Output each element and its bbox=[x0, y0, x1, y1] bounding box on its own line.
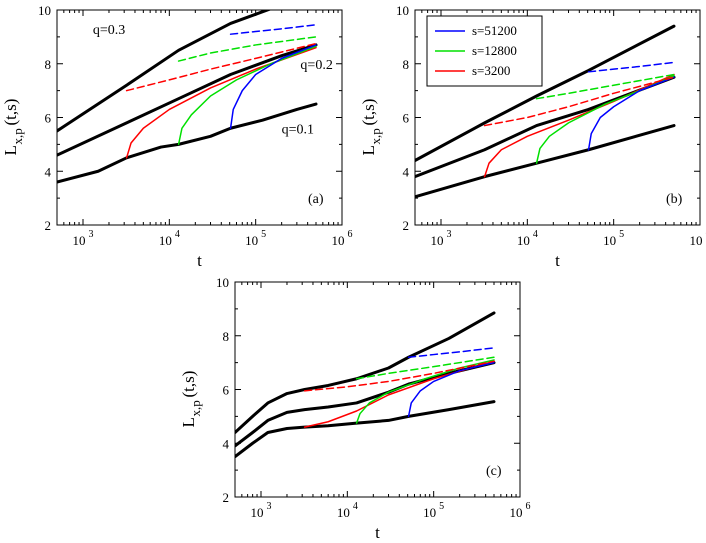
series-line bbox=[587, 61, 675, 73]
series-line bbox=[415, 24, 676, 162]
series-line bbox=[57, 43, 318, 157]
x-tick-label-exponent: 3 bbox=[266, 501, 271, 512]
x-tick-label-base: 10 bbox=[159, 233, 172, 248]
y-tick-label: 10 bbox=[396, 3, 409, 18]
series-group bbox=[415, 24, 676, 199]
x-axis-title: t bbox=[197, 251, 202, 270]
series-line bbox=[303, 360, 495, 428]
y-tick-label: 10 bbox=[216, 275, 229, 290]
x-tick-label-base: 10 bbox=[690, 233, 703, 248]
x-tick-label-base: 10 bbox=[337, 505, 350, 520]
x-tick-label-exponent: 4 bbox=[533, 229, 538, 240]
y-tick-label: 4 bbox=[403, 164, 410, 179]
curve-annotation: q=0.1 bbox=[282, 122, 314, 137]
x-tick-label-base: 10 bbox=[423, 505, 436, 520]
x-tick-label-exponent: 6 bbox=[348, 229, 353, 240]
x-tick-label-exponent: 3 bbox=[446, 229, 451, 240]
y-tick-label: 2 bbox=[45, 218, 52, 233]
x-tick-label-base: 10 bbox=[603, 233, 616, 248]
series-line bbox=[57, 10, 272, 133]
y-axis-title-subscript: x,p bbox=[368, 128, 383, 144]
y-tick-label: 6 bbox=[403, 111, 410, 126]
y-tick-label: 10 bbox=[38, 3, 51, 18]
series-line bbox=[229, 44, 317, 129]
legend-label: s=3200 bbox=[472, 63, 510, 78]
x-tick-label-exponent: 4 bbox=[353, 501, 358, 512]
series-line bbox=[235, 400, 496, 459]
y-tick-label: 8 bbox=[403, 57, 410, 72]
series-line bbox=[229, 24, 317, 35]
y-axis-title-main: L bbox=[179, 417, 198, 427]
y-axis-title-main: L bbox=[1, 145, 20, 155]
y-axis-title: Lx,p (t,s) bbox=[179, 371, 203, 428]
series-group bbox=[57, 10, 318, 184]
y-tick-label: 6 bbox=[223, 383, 230, 398]
x-tick-label-base: 10 bbox=[250, 505, 263, 520]
y-axis-title-subscript: x,p bbox=[188, 400, 203, 416]
series-group bbox=[235, 311, 496, 459]
series-line bbox=[407, 361, 495, 418]
y-axis-title-subscript: x,p bbox=[10, 128, 25, 144]
series-line bbox=[587, 76, 675, 151]
legend-label: s=51200 bbox=[472, 23, 517, 38]
x-tick-label-exponent: 5 bbox=[261, 229, 266, 240]
x-tick-label-base: 10 bbox=[332, 233, 345, 248]
legend: s=51200 s=12800 s=3200 bbox=[426, 15, 543, 87]
y-tick-label: 8 bbox=[223, 329, 230, 344]
series-line bbox=[125, 42, 317, 92]
series-line bbox=[235, 311, 496, 434]
y-tick-label: 4 bbox=[223, 436, 230, 451]
x-tick-label-exponent: 5 bbox=[439, 501, 444, 512]
x-tick-label-exponent: 3 bbox=[88, 229, 93, 240]
y-axis-title: Lx,p (t,s) bbox=[359, 99, 383, 156]
x-tick-label-base: 10 bbox=[517, 233, 530, 248]
y-tick-label: 2 bbox=[403, 218, 410, 233]
x-tick-label-base: 10 bbox=[510, 505, 523, 520]
x-axis-title: t bbox=[555, 251, 560, 270]
y-axis-title-main: L bbox=[359, 145, 378, 155]
panel-label: (c) bbox=[486, 464, 502, 479]
series-line bbox=[407, 347, 495, 358]
series-line bbox=[483, 76, 675, 127]
series-line bbox=[303, 360, 495, 392]
y-axis-title-args: (t,s) bbox=[359, 99, 378, 126]
series-line bbox=[57, 102, 318, 184]
series-line bbox=[177, 36, 317, 62]
curve-annotation: q=0.3 bbox=[93, 23, 125, 38]
x-tick-label-base: 10 bbox=[72, 233, 85, 248]
x-tick-label-exponent: 5 bbox=[619, 229, 624, 240]
y-axis-title-args: (t,s) bbox=[179, 371, 198, 398]
y-tick-label: 4 bbox=[45, 164, 52, 179]
y-tick-label: 8 bbox=[45, 57, 52, 72]
x-tick-label-exponent: 4 bbox=[175, 229, 180, 240]
series-line bbox=[125, 46, 317, 159]
y-axis-title: Lx,p (t,s) bbox=[1, 99, 25, 156]
panel-label: (b) bbox=[666, 192, 683, 207]
x-tick-label-base: 10 bbox=[430, 233, 443, 248]
panel-b: 246810103104105106tLx,p(t,s)(b)s=51200s=… bbox=[359, 3, 706, 270]
legend-label: s=12800 bbox=[472, 43, 517, 58]
series-line bbox=[535, 73, 675, 100]
curve-annotation: q=0.2 bbox=[300, 58, 332, 73]
series-line bbox=[355, 356, 495, 380]
y-tick-label: 2 bbox=[223, 490, 230, 505]
panel-label: (a) bbox=[308, 192, 324, 207]
x-tick-label-base: 10 bbox=[245, 233, 258, 248]
series-line bbox=[177, 45, 317, 146]
x-axis-title: t bbox=[375, 523, 380, 542]
y-axis-title-args: (t,s) bbox=[1, 99, 20, 126]
x-tick-label-exponent: 6 bbox=[526, 501, 531, 512]
y-tick-label: 6 bbox=[45, 111, 52, 126]
